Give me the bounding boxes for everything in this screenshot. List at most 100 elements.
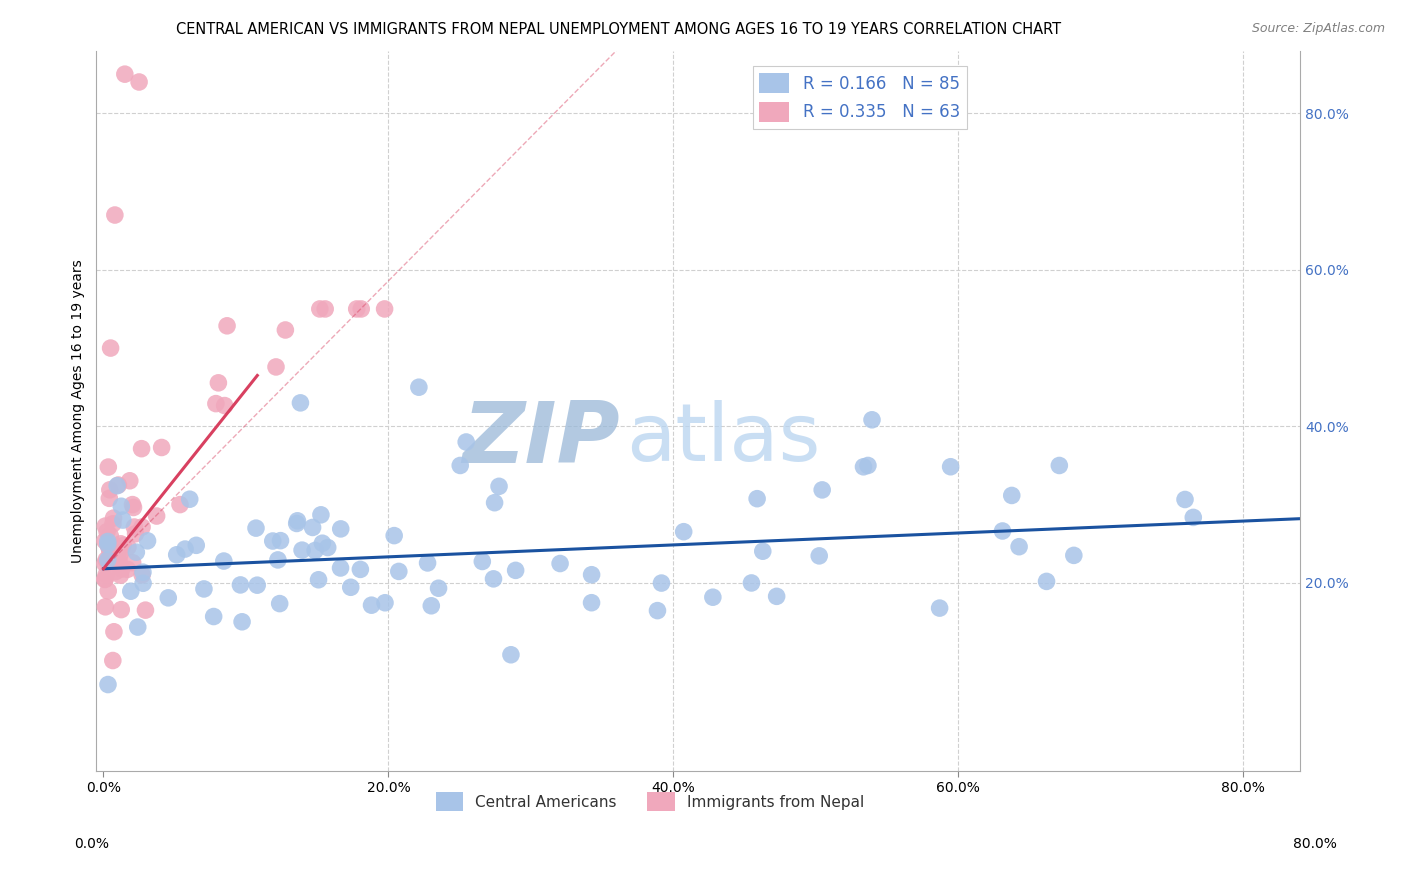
- Point: [97, 460, 120, 475]
- Point: [108, 553, 131, 567]
- Point: [98, 483, 121, 497]
- Point: [108, 558, 131, 572]
- Point: [207, 376, 229, 390]
- Text: Source: ZipAtlas.com: Source: ZipAtlas.com: [1251, 22, 1385, 36]
- Point: [105, 549, 128, 564]
- Point: [939, 459, 962, 474]
- Point: [132, 576, 155, 591]
- Point: [672, 524, 695, 539]
- Point: [1063, 549, 1085, 563]
- Point: [308, 301, 330, 316]
- Point: [262, 534, 284, 549]
- Point: [449, 458, 471, 473]
- Point: [107, 478, 129, 492]
- Point: [269, 597, 291, 611]
- Point: [104, 565, 127, 579]
- Point: [110, 537, 132, 551]
- Point: [103, 547, 125, 561]
- Point: [94, 557, 117, 571]
- Point: [808, 549, 831, 563]
- Point: [114, 67, 136, 81]
- Point: [231, 615, 253, 629]
- Point: [308, 573, 330, 587]
- Point: [650, 576, 672, 591]
- Point: [205, 396, 228, 410]
- Point: [482, 572, 505, 586]
- Point: [291, 543, 314, 558]
- Point: [505, 563, 527, 577]
- Point: [1008, 540, 1031, 554]
- Point: [928, 601, 950, 615]
- Point: [388, 565, 411, 579]
- Point: [548, 557, 571, 571]
- Point: [350, 301, 373, 316]
- Point: [264, 359, 287, 374]
- Point: [339, 580, 361, 594]
- Point: [105, 478, 128, 492]
- Point: [416, 556, 439, 570]
- Point: [1035, 574, 1057, 589]
- Point: [107, 553, 129, 567]
- Point: [329, 522, 352, 536]
- Point: [456, 435, 478, 450]
- Point: [166, 548, 188, 562]
- Point: [752, 544, 775, 558]
- Point: [136, 533, 159, 548]
- Point: [349, 562, 371, 576]
- Point: [499, 648, 522, 662]
- Point: [1001, 488, 1024, 502]
- Point: [214, 399, 236, 413]
- Point: [103, 624, 125, 639]
- Point: [488, 479, 510, 493]
- Point: [128, 75, 150, 89]
- Point: [131, 520, 153, 534]
- Point: [1047, 458, 1070, 473]
- Point: [157, 591, 180, 605]
- Point: [97, 537, 120, 551]
- Point: [202, 609, 225, 624]
- Point: [132, 565, 155, 579]
- Point: [97, 540, 120, 554]
- Point: [314, 301, 336, 316]
- Point: [110, 546, 132, 560]
- Point: [193, 582, 215, 596]
- Point: [94, 533, 117, 548]
- Point: [765, 590, 787, 604]
- Text: atlas: atlas: [626, 401, 820, 478]
- Point: [647, 604, 669, 618]
- Point: [811, 483, 834, 497]
- Point: [856, 458, 879, 473]
- Point: [581, 567, 603, 582]
- Point: [169, 498, 191, 512]
- Point: [408, 380, 430, 394]
- Point: [174, 542, 197, 557]
- Point: [131, 442, 153, 456]
- Point: [852, 459, 875, 474]
- Point: [101, 653, 124, 667]
- Point: [103, 511, 125, 525]
- Point: [304, 543, 326, 558]
- Point: [270, 533, 292, 548]
- Point: [245, 521, 267, 535]
- Point: [1182, 510, 1205, 524]
- Point: [94, 573, 117, 587]
- Point: [860, 413, 883, 427]
- Point: [346, 301, 368, 316]
- Point: [427, 581, 450, 595]
- Point: [246, 578, 269, 592]
- Point: [98, 529, 121, 543]
- Point: [118, 474, 141, 488]
- Point: [484, 496, 506, 510]
- Point: [100, 341, 122, 355]
- Point: [110, 602, 132, 616]
- Point: [420, 599, 443, 613]
- Point: [991, 524, 1014, 538]
- Point: [360, 598, 382, 612]
- Point: [96, 524, 118, 539]
- Point: [124, 520, 146, 534]
- Point: [122, 500, 145, 515]
- Point: [329, 561, 352, 575]
- Point: [186, 538, 208, 552]
- Point: [97, 553, 120, 567]
- Point: [382, 528, 405, 542]
